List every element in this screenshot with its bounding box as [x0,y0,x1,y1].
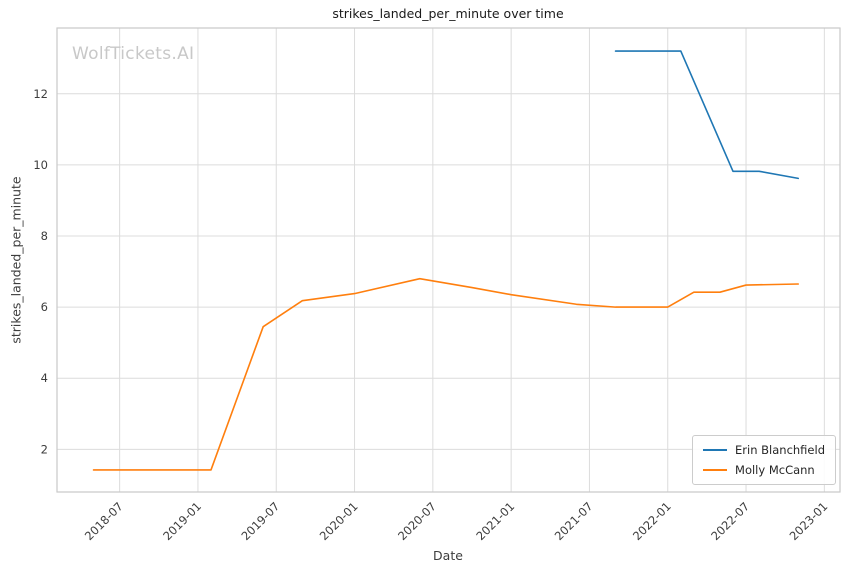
svg-text:2020-01: 2020-01 [317,499,361,543]
svg-text:2022-01: 2022-01 [630,499,674,543]
series-line-swatch [703,469,728,471]
svg-text:2018-07: 2018-07 [82,499,126,543]
watermark: WolfTickets.AI [72,44,195,64]
legend-item: Erin Blanchfield [703,443,825,457]
legend-label: Molly McCann [735,463,815,477]
svg-text:8: 8 [41,229,48,243]
svg-text:2021-07: 2021-07 [552,499,596,543]
svg-text:4: 4 [41,371,48,385]
svg-text:2020-07: 2020-07 [395,499,439,543]
series-line-swatch [703,449,728,451]
svg-text:6: 6 [41,300,48,314]
legend-label: Erin Blanchfield [735,443,825,457]
svg-text:10: 10 [33,158,48,172]
svg-text:2019-01: 2019-01 [160,499,204,543]
y-axis-label: strikes_landed_per_minute [8,176,24,344]
chart-title: strikes_landed_per_minute over time [332,6,564,21]
x-axis-label: Date [433,548,463,563]
svg-text:2023-01: 2023-01 [787,499,831,543]
svg-text:2: 2 [41,442,48,456]
svg-text:2021-01: 2021-01 [473,499,517,543]
svg-text:12: 12 [33,87,48,101]
legend-item: Molly McCann [703,463,825,477]
svg-text:2022-07: 2022-07 [708,499,752,543]
svg-text:2019-07: 2019-07 [238,499,282,543]
legend: Erin Blanchfield Molly McCann [692,435,836,485]
